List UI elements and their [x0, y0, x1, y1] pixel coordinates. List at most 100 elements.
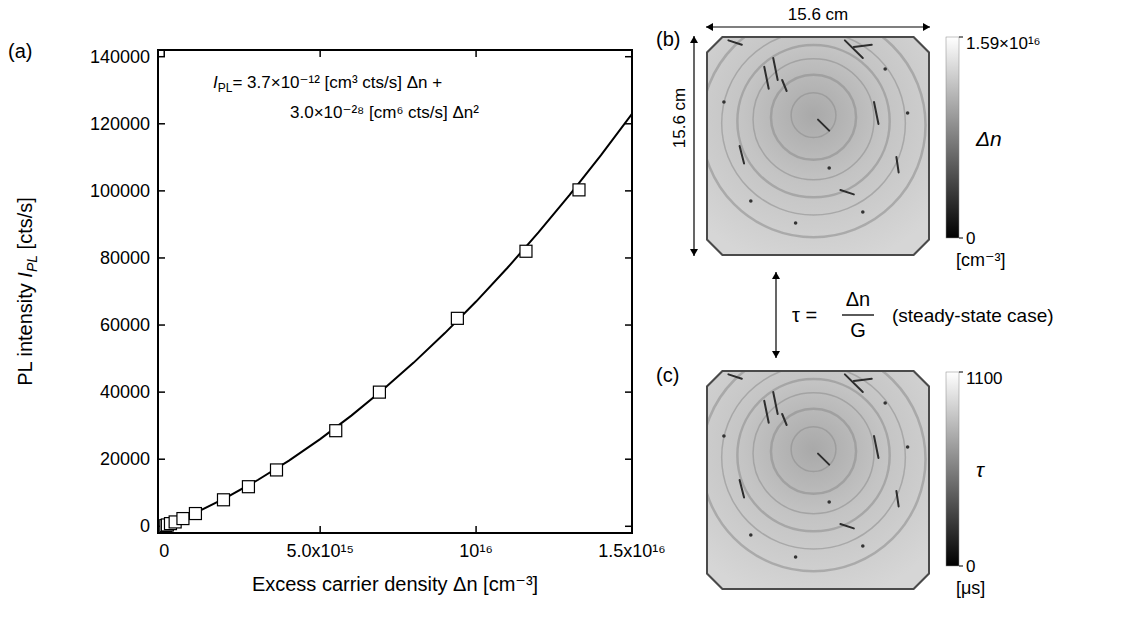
wafer-defect [794, 221, 798, 225]
annotation: IPL= 3.7×10⁻¹² [cm³ cts/s] Δn + [213, 73, 442, 95]
wafer-ring [737, 379, 889, 531]
wafer-edge [706, 36, 930, 256]
wafer-ring [753, 393, 874, 514]
y-tick [158, 123, 165, 125]
y-tick [158, 257, 165, 259]
x-tick [163, 50, 165, 57]
colorbar-tick [959, 37, 963, 38]
y-axis-title-rest: [cts/s] [14, 197, 36, 255]
wafer-defect [827, 166, 831, 170]
y-tick-label: 20000 [100, 449, 150, 469]
relation-lhs: τ = [792, 304, 817, 326]
colorbar-tick-label: 1100 [966, 369, 1003, 388]
colorbar-tick-label: 1.59×10¹⁶ [966, 34, 1041, 53]
y-tick [158, 391, 165, 393]
y-tick [625, 257, 632, 259]
y-axis-title-text: PL intensity [14, 278, 36, 386]
annotation-text: = 3.7×10⁻¹² [cm³ cts/s] Δn + [232, 73, 442, 92]
wafer-defect [764, 67, 768, 89]
y-tick [625, 458, 632, 460]
y-tick [625, 526, 632, 528]
wafer-defect [740, 146, 744, 164]
wafer-defect [883, 67, 887, 71]
wafer-ring [702, 347, 926, 571]
wafer-defect [749, 533, 753, 537]
colorbar-title: τ [976, 458, 985, 481]
annotation: 3.0×10⁻²⁸ [cm⁶ cts/s] Δn² [290, 103, 479, 122]
relation-note: (steady-state case) [892, 305, 1054, 326]
arrow-head [706, 23, 713, 31]
wafer-defect [874, 102, 878, 124]
wafer-ring [771, 75, 856, 160]
wafer-defect [818, 454, 829, 465]
y-tick [625, 391, 632, 393]
arrow-head [772, 351, 780, 358]
x-tick [475, 526, 477, 533]
colorbar [946, 37, 959, 238]
wafer-ring [737, 45, 889, 197]
wafer-defect [906, 111, 910, 115]
arrow-head [690, 249, 698, 256]
wafer-ring [722, 365, 906, 549]
x-tick [475, 50, 477, 57]
y-tick [158, 190, 165, 192]
wafer-defect [861, 210, 865, 214]
y-tick-label: 40000 [100, 382, 150, 402]
x-tick-label: 1.5x10¹⁶ [598, 541, 665, 561]
data-point [451, 312, 463, 324]
wafer-defect [854, 379, 872, 381]
colorbar-tick-label: 0 [966, 557, 975, 576]
wafer-ring [722, 31, 906, 215]
data-point [189, 508, 201, 520]
x-tick-label: 10¹⁶ [459, 541, 492, 561]
colorbar-tick [959, 566, 963, 567]
wafer-defect [794, 555, 798, 559]
data-point [330, 425, 342, 437]
dimension-arrow [706, 26, 930, 27]
wafer-defect [782, 80, 786, 91]
wafer-defect [845, 40, 863, 58]
width-label: 15.6 cm [788, 5, 848, 24]
colorbar-title: Δn [975, 127, 1002, 150]
x-tick-label: 0 [159, 541, 169, 561]
y-tick-label: 100000 [90, 181, 150, 201]
y-tick-label: 120000 [90, 114, 150, 134]
wafer-defect [749, 199, 753, 203]
relation-numerator: Δn [846, 288, 870, 310]
y-axis-title-sub: PL [24, 255, 40, 272]
colorbar-tick-label: 0 [966, 229, 975, 248]
colorbar-unit: [μs] [956, 578, 985, 598]
wafer-defect [818, 120, 829, 131]
annotation-sub: PL [218, 81, 233, 95]
figure: (a)0200004000060000800001000001200001400… [0, 0, 1141, 626]
y-tick [625, 56, 632, 58]
y-tick [158, 458, 165, 460]
y-tick-label: 80000 [100, 248, 150, 268]
data-point [242, 481, 254, 493]
wafer-defect [896, 157, 898, 172]
relation-denominator: G [850, 319, 866, 341]
wafer-defect [883, 401, 887, 405]
wafer-defect [722, 434, 726, 438]
wafer-defect [782, 414, 786, 425]
colorbar-unit: [cm⁻³] [956, 250, 1006, 270]
arrow-head [690, 36, 698, 43]
y-axis-title: PL intensity IPL [cts/s] [14, 197, 40, 386]
wafer-defect [827, 500, 831, 504]
height-label: 15.6 cm [670, 88, 689, 148]
data-point [573, 184, 585, 196]
wafer-defect [764, 401, 768, 423]
x-tick [319, 50, 321, 57]
fraction-bar [842, 314, 874, 315]
annotation-text: 3.0×10⁻²⁸ [cm⁶ cts/s] Δn² [290, 103, 479, 122]
wafer-defect [773, 58, 777, 80]
wafer-ring [702, 13, 926, 237]
wafer-defect [840, 190, 853, 194]
data-point [271, 464, 283, 476]
plot-data [160, 114, 632, 532]
panel-label: (a) [8, 40, 32, 62]
plot-frame [158, 50, 632, 533]
wafer-defect [728, 40, 741, 44]
wafer-ring [791, 427, 836, 472]
x-axis-title: Excess carrier density Δn [cm⁻³] [252, 573, 538, 595]
